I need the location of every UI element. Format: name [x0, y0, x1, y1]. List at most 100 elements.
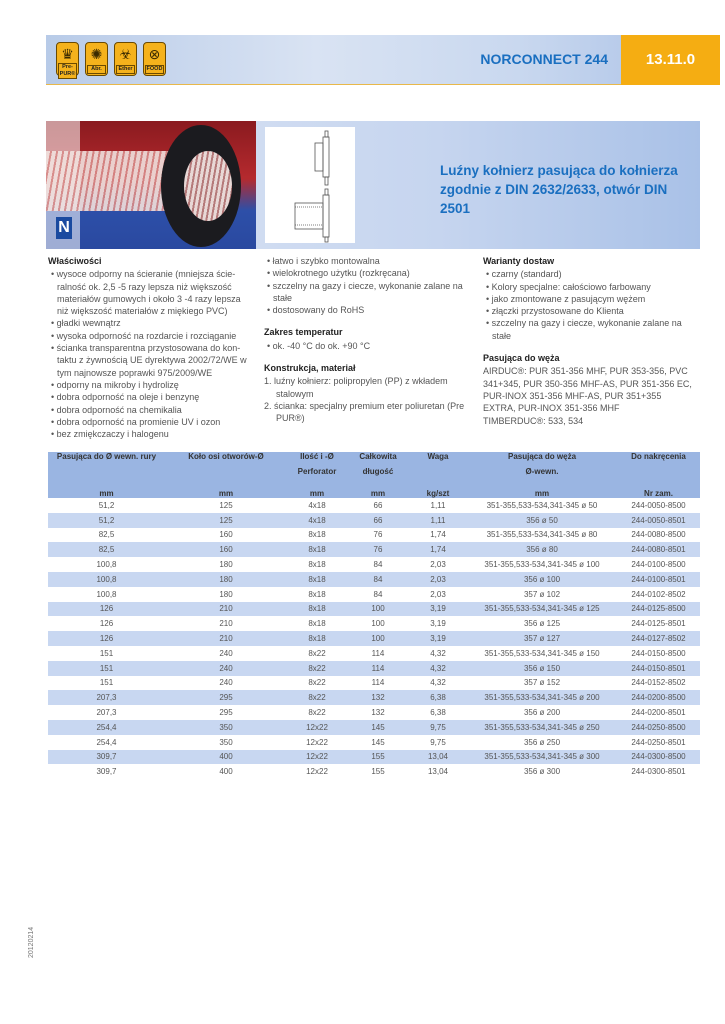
badge-abrasion: ✺ Abr.: [85, 42, 108, 76]
table-cell: 244-0125-8501: [631, 619, 686, 629]
list-item: wielokrotnego użytku (rozkręcana): [264, 267, 474, 279]
table-cell: 400: [165, 749, 287, 765]
table-cell: 82,5: [98, 530, 115, 540]
column-header: mm: [287, 481, 347, 498]
table-cell: 126: [99, 619, 114, 629]
table-cell: 114: [347, 660, 409, 676]
table-cell: 356 ø 80: [467, 542, 617, 558]
table-header-row: Perforator długość Ø-wewn.: [48, 466, 700, 481]
table-row: 100,8 180 8x18 84 2,03 351-355,533-534,341-34…: [48, 557, 700, 572]
table-cell: 356 ø 250: [523, 737, 561, 747]
table-cell: 351-355,533-534,341-345 ø 150: [484, 648, 600, 658]
table-cell: 8x18: [287, 631, 347, 646]
catalog-code: 13.11.0: [621, 35, 720, 85]
table-cell: 351-355,533-534,341-345 ø 125: [467, 601, 617, 617]
list-item: dobra odporność na chemikalia: [48, 404, 253, 416]
table-cell: 6,38: [430, 708, 446, 718]
table-row: 207,3 295 8x22 132 6,38 356 ø 200 244-0200-850…: [48, 705, 700, 720]
table-cell: 8x18: [308, 619, 326, 629]
list-item: złączki przystosowane do Klienta: [483, 305, 695, 317]
column-header: mm: [467, 481, 617, 498]
properties-heading: Właściwości: [48, 256, 102, 266]
table-cell: 100: [347, 601, 409, 617]
table-cell: 8x18: [308, 530, 326, 540]
table-cell: 210: [165, 631, 287, 646]
table-cell: 132: [371, 708, 385, 718]
column-header: mm: [165, 481, 287, 498]
table-row: 126 210 8x18 100 3,19 357 ø 127 244-0127-8502: [48, 631, 700, 646]
list-item: Kolory specjalne: całościowo farbowany: [483, 281, 695, 293]
property-badges: ♛ Pre-PUR® ✺ Abr. ☣ Ether ⊗ FOOD: [56, 42, 166, 79]
table-cell: 2,03: [430, 589, 446, 599]
table-cell: 66: [373, 500, 383, 510]
column-header: Waga: [409, 452, 467, 467]
crown-icon: ♛: [61, 46, 74, 62]
table-cell: 155: [371, 767, 385, 777]
norres-logo: N: [56, 217, 72, 239]
badge-ether: ☣ Ether: [114, 42, 137, 76]
hero-section: N Luźny kołnierz pasująca do kołnierza z…: [46, 121, 700, 249]
table-cell: 357 ø 127: [467, 631, 617, 646]
table-cell: 356 ø 100: [467, 571, 617, 587]
variants-heading: Warianty dostaw: [483, 256, 555, 266]
table-row: 309,7 400 12x22 155 13,04 356 ø 300 244-0300-8…: [48, 764, 700, 779]
specs-table: Pasująca do Ø wewn. rury Koło osi otworów…: [48, 452, 700, 779]
table-cell: 3,19: [409, 601, 467, 617]
table-cell: 244-0127-8502: [617, 631, 700, 646]
table-cell: 6,38: [409, 690, 467, 706]
table-cell: 2,03: [430, 560, 446, 570]
table-cell: 114: [371, 648, 385, 658]
list-item: dostosowany do RoHS: [264, 304, 474, 316]
table-cell: 125: [219, 500, 233, 510]
table-cell: 210: [165, 601, 287, 617]
table-cell: 3,19: [409, 631, 467, 646]
column-header: Do nakręcenia: [617, 452, 700, 467]
table-cell: 254,4: [48, 719, 165, 735]
table-cell: 132: [347, 690, 409, 706]
column-header: [48, 466, 165, 481]
table-cell: 1,74: [430, 530, 446, 540]
table-cell: 76: [373, 530, 383, 540]
list-item: dobra odporność na promienie UV i ozon: [48, 416, 253, 428]
table-cell: 244-0200-8500: [617, 690, 700, 706]
table-cell: 8x18: [287, 542, 347, 558]
hose-compat-text: AIRDUC®: PUR 351-356 MHF, PUR 353-356, P…: [483, 366, 692, 414]
table-cell: 244-0150-8500: [631, 648, 686, 658]
table-cell: 160: [219, 530, 233, 540]
biohazard-icon: ☣: [119, 46, 132, 62]
table-cell: 114: [371, 678, 385, 688]
table-cell: 356 ø 125: [523, 619, 561, 629]
table-cell: 100: [347, 631, 409, 646]
product-name: NORCONNECT 244: [480, 51, 608, 67]
column-header: Perforator: [287, 466, 347, 481]
table-row: 126 210 8x18 100 3,19 356 ø 125 244-0125-8501: [48, 616, 700, 631]
table-cell: 351-355,533-534,341-345 ø 80: [486, 530, 598, 540]
temperature-heading: Zakres temperatur: [264, 327, 343, 338]
table-cell: 1,74: [409, 542, 467, 558]
table-cell: 244-0150-8501: [617, 660, 700, 676]
table-cell: 4x18: [287, 512, 347, 528]
table-cell: 76: [347, 542, 409, 558]
date-code: 20120214: [28, 926, 35, 958]
table-cell: 2,03: [409, 571, 467, 587]
table-cell: 13,04: [409, 749, 467, 765]
header-banner: ♛ Pre-PUR® ✺ Abr. ☣ Ether ⊗ FOOD NORCONNECT …: [46, 35, 720, 85]
table-cell: 240: [219, 648, 233, 658]
table-cell: 151: [99, 678, 114, 688]
table-cell: 351-355,533-534,341-345 ø 100: [484, 560, 600, 570]
table-cell: 244-0250-8500: [617, 719, 700, 735]
table-cell: 100: [371, 619, 385, 629]
table-cell: 4,32: [430, 648, 446, 658]
table-row: 254,4 350 12x22 145 9,75 351-355,533-534,341-…: [48, 719, 700, 735]
table-cell: 84: [373, 589, 383, 599]
table-cell: 207,3: [96, 708, 117, 718]
product-photo: N: [46, 121, 256, 249]
table-cell: 155: [347, 749, 409, 765]
table-cell: 100,8: [96, 560, 117, 570]
column-header: mm: [48, 481, 165, 498]
table-cell: 125: [165, 512, 287, 528]
table-cell: 8x18: [308, 560, 326, 570]
table-row: 51,2 125 4x18 66 1,11 356 ø 50 244-0050-8501: [48, 512, 700, 528]
table-row: 151 240 8x22 114 4,32 357 ø 152 244-0152-8502: [48, 676, 700, 691]
technical-drawing: [265, 127, 355, 243]
